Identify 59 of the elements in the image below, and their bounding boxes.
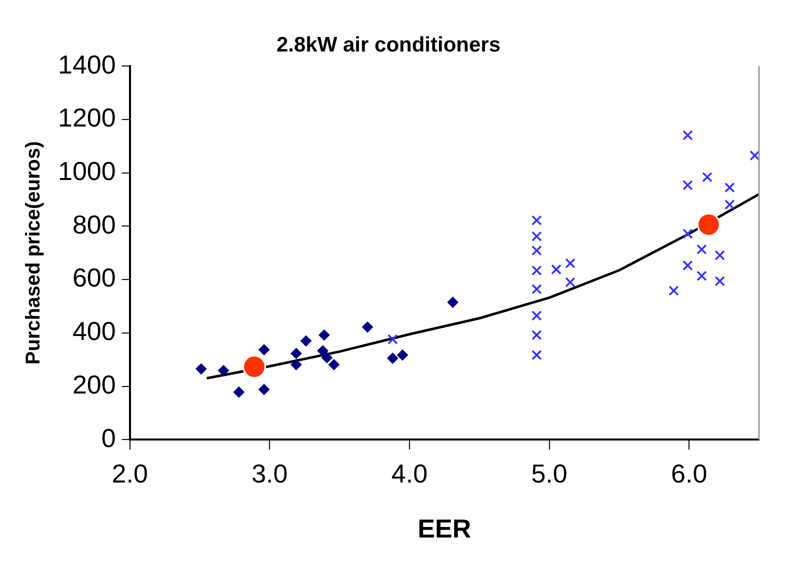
point bbox=[258, 344, 270, 356]
point bbox=[447, 296, 458, 308]
point bbox=[290, 359, 302, 370]
point bbox=[696, 212, 720, 236]
point bbox=[242, 355, 266, 379]
chart-title: 2.8kW air conditioners bbox=[276, 33, 501, 56]
x-tick-label: 5.0 bbox=[531, 458, 568, 488]
point bbox=[300, 335, 312, 346]
point bbox=[532, 215, 542, 226]
x-tick-label: 3.0 bbox=[252, 458, 288, 488]
point bbox=[396, 350, 408, 361]
point bbox=[682, 260, 693, 271]
point bbox=[532, 245, 542, 256]
point bbox=[565, 258, 576, 268]
point bbox=[318, 330, 330, 341]
y-tick-label: 1000 bbox=[58, 156, 116, 186]
point bbox=[532, 330, 542, 340]
point bbox=[724, 199, 735, 210]
y-tick-label: 200 bbox=[72, 369, 116, 400]
point bbox=[714, 276, 725, 286]
point bbox=[388, 334, 398, 344]
point bbox=[290, 348, 302, 359]
y-tick-label: 1200 bbox=[58, 102, 116, 133]
point bbox=[532, 265, 542, 276]
x-tick-label: 4.0 bbox=[391, 458, 428, 488]
point bbox=[258, 384, 270, 395]
point bbox=[682, 228, 693, 239]
point bbox=[551, 264, 562, 275]
point bbox=[218, 365, 230, 376]
y-tick-label: 0 bbox=[101, 422, 116, 453]
point bbox=[682, 180, 693, 190]
point bbox=[362, 322, 374, 333]
point bbox=[565, 277, 576, 288]
point bbox=[682, 130, 693, 140]
point bbox=[532, 231, 542, 242]
point bbox=[750, 150, 759, 161]
point bbox=[696, 244, 707, 255]
point bbox=[196, 363, 207, 374]
x-axis-title: EER bbox=[418, 514, 472, 544]
y-axis-title: Purchased price(euros) bbox=[22, 141, 45, 365]
point bbox=[696, 270, 707, 281]
point bbox=[714, 250, 725, 260]
point bbox=[233, 386, 244, 398]
x-tick-label: 6.0 bbox=[671, 458, 708, 488]
y-tick-label: 800 bbox=[72, 209, 116, 240]
point bbox=[532, 350, 542, 360]
y-tick-label: 600 bbox=[72, 262, 116, 293]
point bbox=[668, 286, 679, 296]
point bbox=[724, 182, 735, 193]
point bbox=[702, 172, 712, 182]
point bbox=[317, 345, 328, 356]
x-tick-label: 2.0 bbox=[112, 458, 148, 488]
point bbox=[321, 352, 332, 364]
point bbox=[532, 284, 542, 294]
point bbox=[532, 310, 542, 321]
point bbox=[387, 352, 398, 364]
point bbox=[328, 359, 340, 370]
y-tick-label: 1400 bbox=[58, 49, 116, 80]
y-tick-label: 400 bbox=[72, 316, 116, 346]
